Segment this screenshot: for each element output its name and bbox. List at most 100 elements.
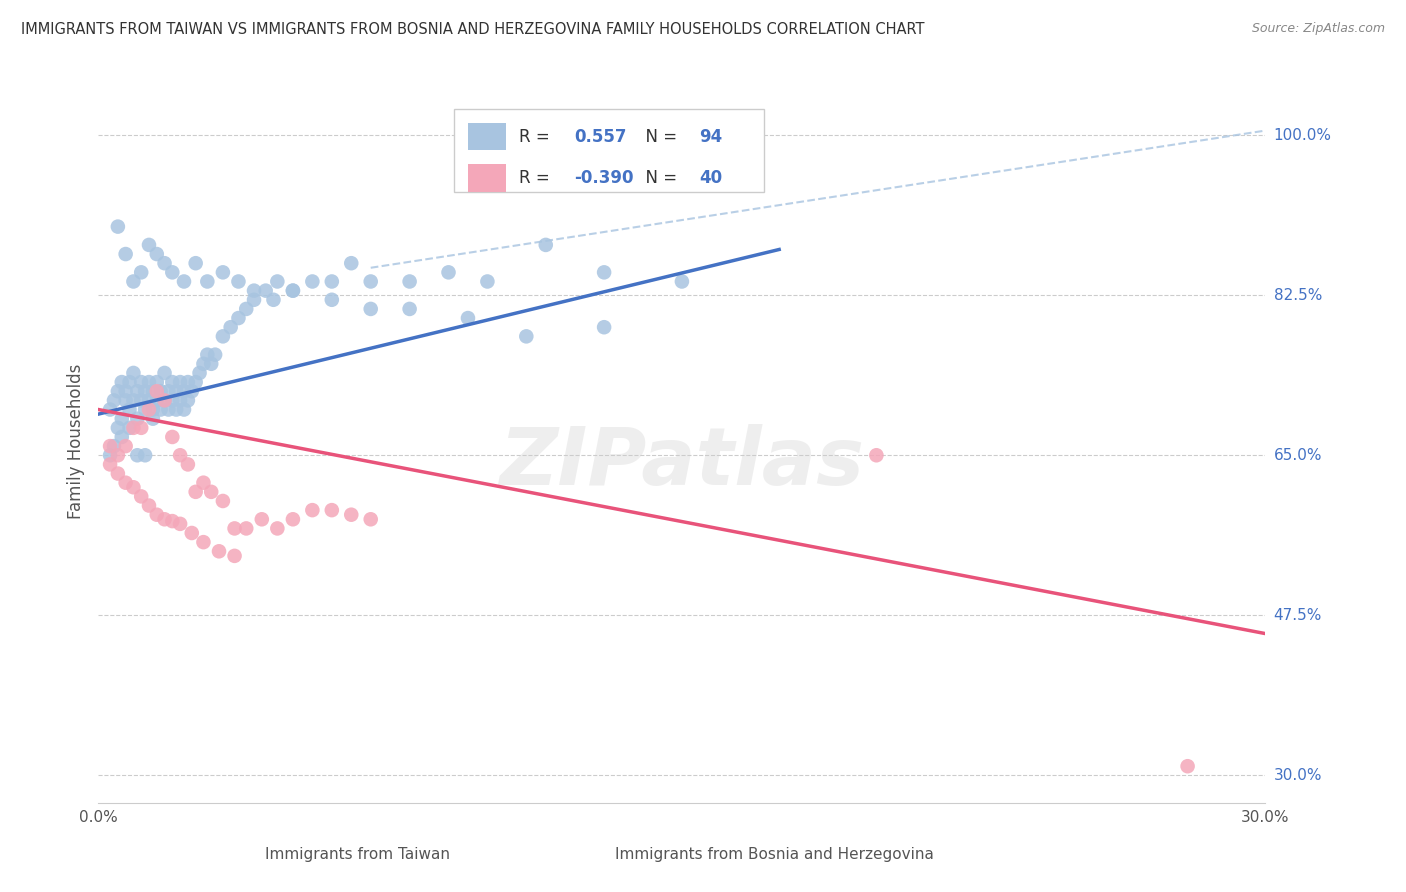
Point (301, 503, 323, 517)
Text: 0.557: 0.557 (575, 128, 627, 145)
Point (107, 448, 129, 462)
Point (671, 275, 693, 289)
Point (184, 375, 207, 389)
Point (146, 375, 169, 389)
Point (235, 521, 257, 535)
Point (162, 375, 184, 389)
FancyBboxPatch shape (209, 842, 253, 871)
Point (129, 490, 152, 504)
Point (212, 329, 235, 343)
Point (398, 301, 420, 316)
Text: R =: R = (519, 128, 554, 145)
Point (138, 238, 160, 252)
Point (235, 301, 257, 316)
Point (146, 393, 169, 408)
Point (534, 238, 557, 252)
Point (262, 293, 284, 307)
Point (360, 275, 382, 289)
Point (228, 311, 250, 326)
Point (127, 448, 149, 462)
Point (1177, 759, 1199, 773)
Point (111, 375, 134, 389)
Point (114, 384, 136, 399)
Point (122, 366, 145, 380)
Point (212, 494, 235, 508)
Point (224, 549, 246, 563)
Text: 0.0%: 0.0% (79, 810, 118, 825)
Point (107, 384, 129, 399)
Point (114, 247, 136, 261)
Text: Source: ZipAtlas.com: Source: ZipAtlas.com (1251, 22, 1385, 36)
FancyBboxPatch shape (454, 109, 763, 193)
Y-axis label: Family Households: Family Households (66, 364, 84, 519)
Point (477, 275, 499, 289)
Point (162, 265, 184, 279)
Point (134, 384, 156, 399)
Point (162, 430, 184, 444)
Point (340, 508, 363, 522)
Point (138, 402, 160, 417)
Point (146, 384, 169, 399)
Point (111, 430, 134, 444)
Point (122, 421, 145, 435)
Text: 30.0%: 30.0% (1274, 768, 1322, 783)
Point (98, 448, 121, 462)
Point (162, 393, 184, 408)
Point (243, 284, 266, 298)
Point (169, 375, 191, 389)
Text: IMMIGRANTS FROM TAIWAN VS IMMIGRANTS FROM BOSNIA AND HERZEGOVINA FAMILY HOUSEHOL: IMMIGRANTS FROM TAIWAN VS IMMIGRANTS FRO… (21, 22, 925, 37)
Point (153, 256, 176, 270)
Point (122, 393, 145, 408)
Point (107, 421, 129, 435)
Point (177, 375, 200, 389)
Point (146, 508, 169, 522)
Point (149, 402, 172, 417)
Point (118, 402, 141, 417)
Point (103, 393, 125, 408)
Point (398, 275, 420, 289)
Point (208, 544, 231, 558)
Point (129, 375, 152, 389)
Point (266, 521, 288, 535)
FancyBboxPatch shape (468, 123, 506, 151)
Point (177, 458, 200, 472)
Point (266, 275, 288, 289)
Point (107, 467, 129, 481)
Point (169, 516, 191, 531)
Point (114, 475, 136, 490)
Point (437, 265, 460, 279)
Point (162, 514, 184, 528)
Point (281, 284, 304, 298)
Point (180, 384, 202, 399)
Point (111, 411, 134, 425)
Point (321, 503, 343, 517)
Point (177, 393, 200, 408)
Point (114, 439, 136, 453)
Point (118, 375, 141, 389)
Point (146, 247, 169, 261)
Point (515, 329, 537, 343)
Point (165, 384, 187, 399)
Text: 47.5%: 47.5% (1274, 607, 1322, 623)
Point (250, 512, 273, 526)
Point (153, 366, 176, 380)
Point (180, 526, 202, 541)
Point (224, 521, 246, 535)
Point (865, 448, 887, 462)
Point (281, 512, 304, 526)
Point (98, 458, 121, 472)
Point (127, 384, 149, 399)
Point (153, 512, 176, 526)
Point (173, 384, 195, 399)
Point (195, 348, 218, 362)
Point (122, 275, 145, 289)
Point (107, 219, 129, 234)
Point (254, 284, 277, 298)
Point (138, 375, 160, 389)
Point (301, 275, 323, 289)
Point (184, 484, 207, 499)
Point (122, 480, 145, 494)
Point (138, 499, 160, 513)
Point (593, 320, 616, 334)
Text: R =: R = (519, 169, 554, 187)
